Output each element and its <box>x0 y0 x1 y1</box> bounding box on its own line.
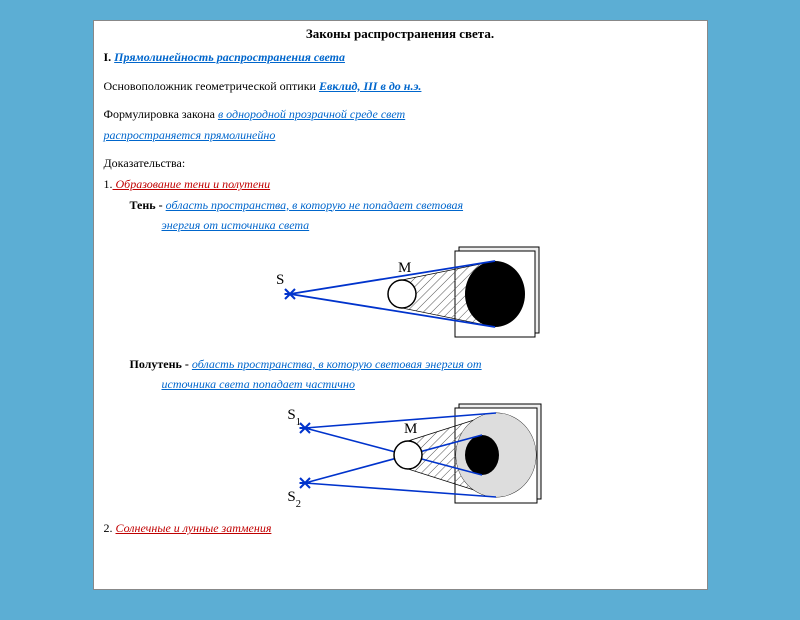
section-heading: Прямолинейность распространения света <box>114 50 345 64</box>
shadow-diagram-wrap: SM <box>104 239 697 349</box>
shadow-def-line-1: Тень - область пространства, в которую н… <box>104 196 697 215</box>
shadow-diagram: SM <box>250 239 550 349</box>
svg-text:M: M <box>404 421 417 437</box>
page-title: Законы распространения света. <box>104 26 697 42</box>
shadow-label: Тень - <box>130 198 163 212</box>
document-page: Законы распространения света. I. Прямоли… <box>93 20 708 590</box>
penumbra-def-line-2: источника света попадает частично <box>104 375 697 394</box>
svg-text:S2: S2 <box>287 489 301 510</box>
law-value-1: в однородной прозрачной среде свет <box>218 107 405 121</box>
proof1-text: Образование тени и полутени <box>113 177 271 191</box>
founder-label: Основоположник геометрической оптики <box>104 79 316 93</box>
proof-1-line: 1. Образование тени и полутени <box>104 175 697 194</box>
roman-numeral: I. <box>104 50 112 64</box>
founder-line: Основоположник геометрической оптики Евк… <box>104 77 697 96</box>
proof2-text: Солнечные и лунные затмения <box>116 521 272 535</box>
shadow-def-1: область пространства, в которую не попад… <box>166 198 463 212</box>
section-heading-line: I. Прямолинейность распространения света <box>104 48 697 67</box>
penumbra-def-line-1: Полутень - область пространства, в котор… <box>104 355 697 374</box>
svg-text:S1: S1 <box>287 407 301 428</box>
proof1-num: 1. <box>104 177 113 191</box>
svg-text:S: S <box>276 272 284 288</box>
shadow-def-2: энергия от источника света <box>162 218 310 232</box>
penumbra-label: Полутень - <box>130 357 189 371</box>
penumbra-def-2: источника света попадает частично <box>162 377 356 391</box>
law-line-1: Формулировка закона в однородной прозрач… <box>104 105 697 124</box>
penumbra-diagram-wrap: S1 S2 M <box>104 398 697 513</box>
law-label: Формулировка закона <box>104 107 215 121</box>
law-line-2: распространяется прямолинейно <box>104 126 697 145</box>
founder-value: Евклид, III в до н.э. <box>319 79 421 93</box>
proof-2-line: 2. Солнечные и лунные затмения <box>104 519 697 538</box>
penumbra-def-1: область пространства, в которую световая… <box>192 357 482 371</box>
shadow-def-line-2: энергия от источника света <box>104 216 697 235</box>
law-value-2: распространяется прямолинейно <box>104 128 276 142</box>
svg-text:M: M <box>398 260 411 276</box>
proofs-label: Доказательства: <box>104 154 697 173</box>
proof2-num: 2. <box>104 521 113 535</box>
penumbra-diagram: S1 S2 M <box>250 398 550 513</box>
